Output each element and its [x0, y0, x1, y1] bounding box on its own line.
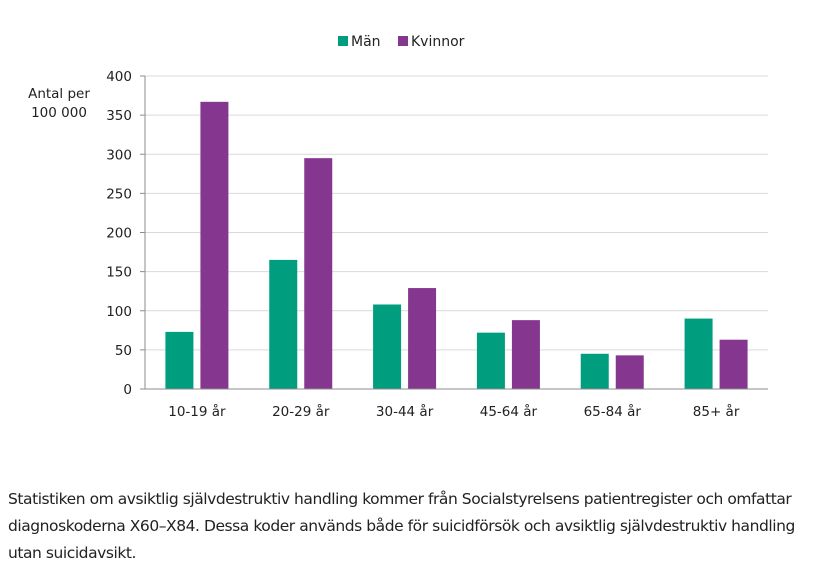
x-tick-label: 85+ år: [693, 403, 740, 420]
chart-caption: Statistiken om avsiktlig självdestruktiv…: [8, 490, 795, 562]
bars: [165, 101, 748, 389]
y-tick-label: 300: [106, 147, 132, 163]
y-tick-label: 350: [106, 108, 132, 124]
gridlines: [145, 75, 768, 351]
y-axis-ticks: 0 50 100 150 200 250 300 350 400: [106, 69, 145, 398]
y-tick-label: 400: [106, 69, 132, 85]
bar-kvinnor-2: [408, 288, 437, 389]
x-axis-ticks: 10-19 år 20-29 år 30-44 år 45-64 år 65-84 år…: [168, 403, 740, 420]
y-tick-label: 250: [106, 186, 132, 202]
x-tick-label: 20-29 år: [272, 403, 330, 420]
legend-swatch-kvinnor: [398, 36, 408, 46]
y-tick-label: 150: [106, 265, 132, 281]
y-axis-label-line-1: Antal per: [28, 86, 90, 102]
bar-man-2: [373, 304, 402, 389]
x-tick-label: 30-44 år: [376, 403, 434, 420]
y-axis-label-line-2: 100 000: [31, 105, 87, 121]
legend-label-kvinnor: Kvinnor: [411, 34, 465, 50]
x-tick-label: 65-84 år: [584, 403, 642, 420]
legend-label-man: Män: [351, 34, 381, 50]
bar-kvinnor-4: [615, 355, 644, 389]
legend: Män Kvinnor: [338, 34, 465, 50]
y-tick-label: 0: [123, 382, 132, 398]
bar-man-5: [684, 318, 713, 389]
y-tick-label: 50: [115, 343, 132, 359]
y-axis-label: Antal per 100 000: [28, 86, 90, 121]
y-tick-label: 200: [106, 226, 132, 242]
bar-man-4: [580, 353, 609, 389]
bar-man-0: [165, 331, 194, 389]
y-tick-label: 100: [106, 304, 132, 320]
bar-man-3: [476, 332, 505, 389]
bar-kvinnor-1: [304, 158, 333, 389]
bar-kvinnor-0: [200, 101, 229, 389]
legend-swatch-man: [338, 36, 348, 46]
x-tick-label: 10-19 år: [168, 403, 226, 420]
bar-man-1: [269, 259, 298, 389]
bar-kvinnor-5: [719, 339, 748, 389]
axes: [144, 76, 768, 390]
bar-chart: Män Kvinnor Antal per 100 000 0 50 100 150 20…: [28, 34, 768, 420]
bar-kvinnor-3: [511, 320, 540, 389]
x-tick-label: 45-64 år: [480, 403, 538, 420]
